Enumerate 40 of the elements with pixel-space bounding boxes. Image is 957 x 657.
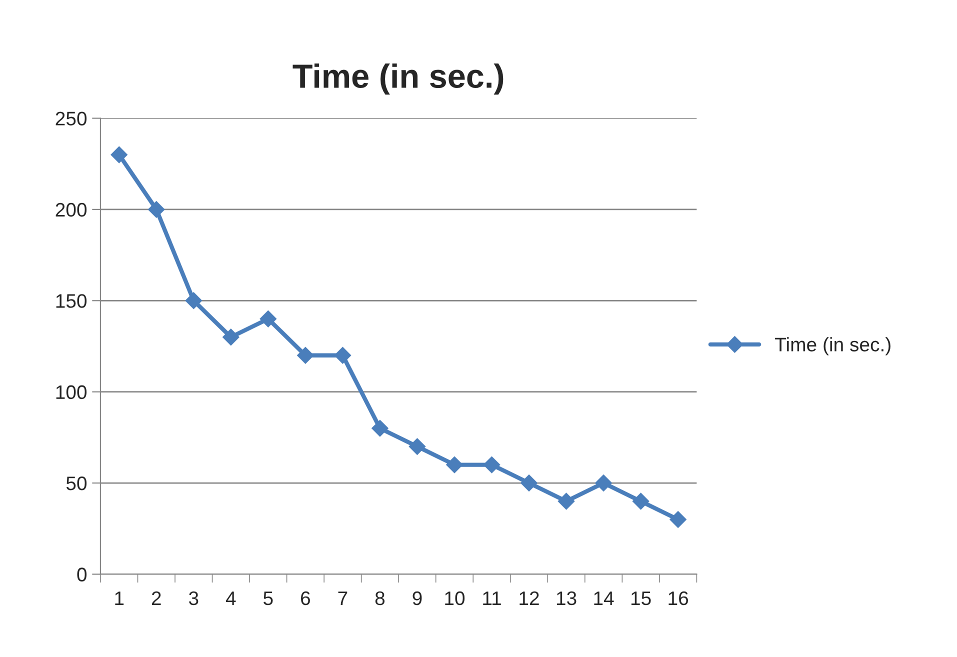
x-tick-label: 16 (668, 591, 688, 606)
point (110, 146, 128, 164)
x-tick-label: 6 (301, 591, 310, 606)
x-tick-label: 11 (483, 592, 501, 605)
x-tick-label: 13 (556, 591, 576, 606)
x-tick-label: 9 (412, 591, 422, 606)
legend-label: Time (in sec.) (775, 337, 890, 356)
y-tick-label: 250 (56, 112, 87, 126)
y-tick-label: 0 (77, 568, 87, 582)
x-tick-label: 12 (520, 591, 539, 605)
y-tick-label: 200 (56, 202, 87, 217)
point (408, 438, 426, 455)
point (372, 420, 388, 437)
point (297, 346, 314, 364)
x-tick-label: 3 (188, 591, 198, 606)
x-tick-label: 15 (631, 592, 651, 606)
y-tick-label: 50 (66, 476, 87, 490)
point (520, 474, 538, 492)
point (446, 456, 463, 474)
point (260, 310, 277, 328)
x-tick-label: 1 (115, 592, 124, 605)
x-tick-label: 10 (445, 591, 465, 606)
x-tick-label: 8 (375, 591, 385, 606)
x-tick-label: 5 (264, 592, 273, 606)
x-tick-label: 7 (338, 592, 348, 605)
point (334, 346, 352, 364)
point (483, 456, 500, 474)
y-tick-label: 100 (56, 385, 87, 400)
x-tick-label: 14 (594, 592, 614, 605)
y-tick-label: 150 (56, 294, 87, 308)
x-tick-label: 4 (226, 592, 236, 605)
point (148, 201, 165, 218)
point (670, 511, 686, 528)
point (595, 474, 612, 492)
point (222, 328, 240, 346)
chart-title: Time (in sec.) (292, 64, 504, 95)
point (558, 492, 575, 510)
point (185, 292, 202, 310)
x-tick-label: 2 (152, 591, 161, 605)
point (632, 492, 650, 510)
